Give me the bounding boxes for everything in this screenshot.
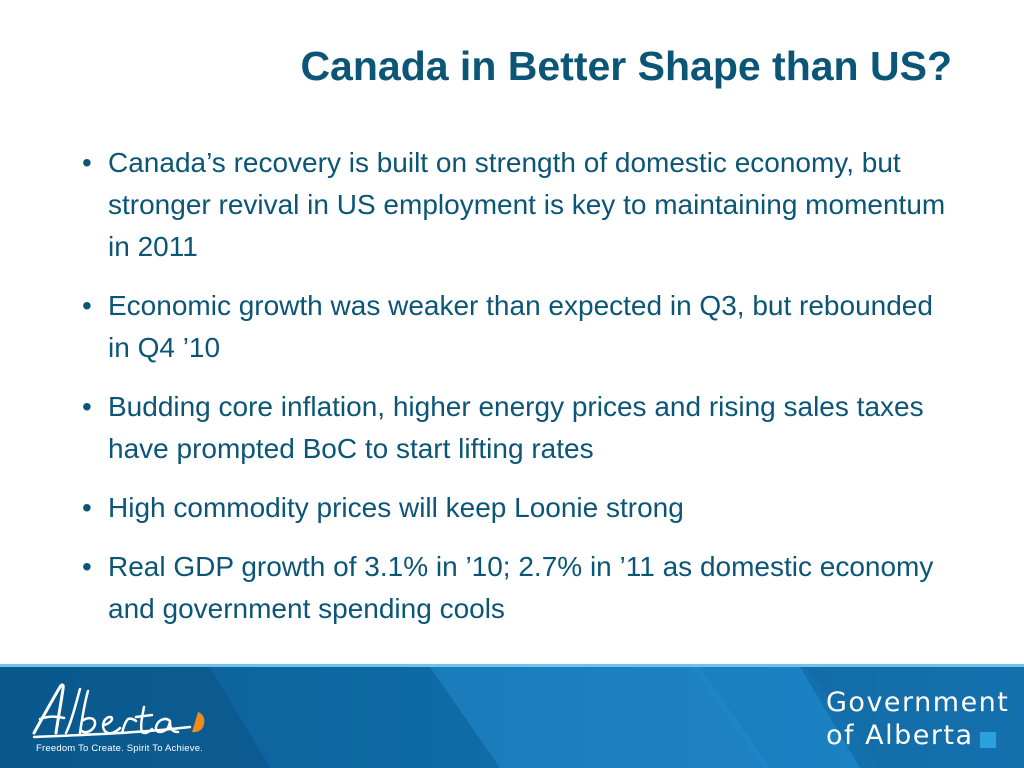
alberta-logo [32,683,205,739]
bullet-text: Canada’s recovery is built on strength o… [108,147,946,262]
bullet-mark: • [82,147,92,178]
alberta-tagline: Freedom To Create. Spirit To Achieve. [36,743,204,754]
bullet-list: • Canada’s recovery is built on strength… [80,142,960,647]
bullet-item: • Economic growth was weaker than expect… [80,285,960,369]
bullet-item: • High commodity prices will keep Loonie… [80,487,960,529]
footer-band: Freedom To Create. Spirit To Achieve. Go… [0,664,1024,768]
bullet-mark: • [82,492,92,523]
bullet-mark: • [82,551,92,582]
bullet-text: High commodity prices will keep Loonie s… [108,492,684,523]
bullet-item: • Canada’s recovery is built on strength… [80,142,960,268]
bullet-text: Economic growth was weaker than expected… [108,290,933,363]
slide-title: Canada in Better Shape than US? [300,43,952,89]
bullet-text: Budding core inflation, higher energy pr… [108,391,924,464]
bullet-text: Real GDP growth of 3.1% in ’10; 2.7% in … [108,551,934,624]
footer-background [0,664,1024,768]
bullet-mark: • [82,290,92,321]
bullet-item: • Budding core inflation, higher energy … [80,386,960,470]
of-alberta-line: of Alberta [826,720,974,751]
government-of-alberta-wordmark: Government of Alberta [826,686,1009,752]
bullet-item: • Real GDP growth of 3.1% in ’10; 2.7% i… [80,546,960,630]
accent-square-icon [980,732,996,748]
government-line: Government [826,687,1010,718]
bullet-mark: • [82,391,92,422]
